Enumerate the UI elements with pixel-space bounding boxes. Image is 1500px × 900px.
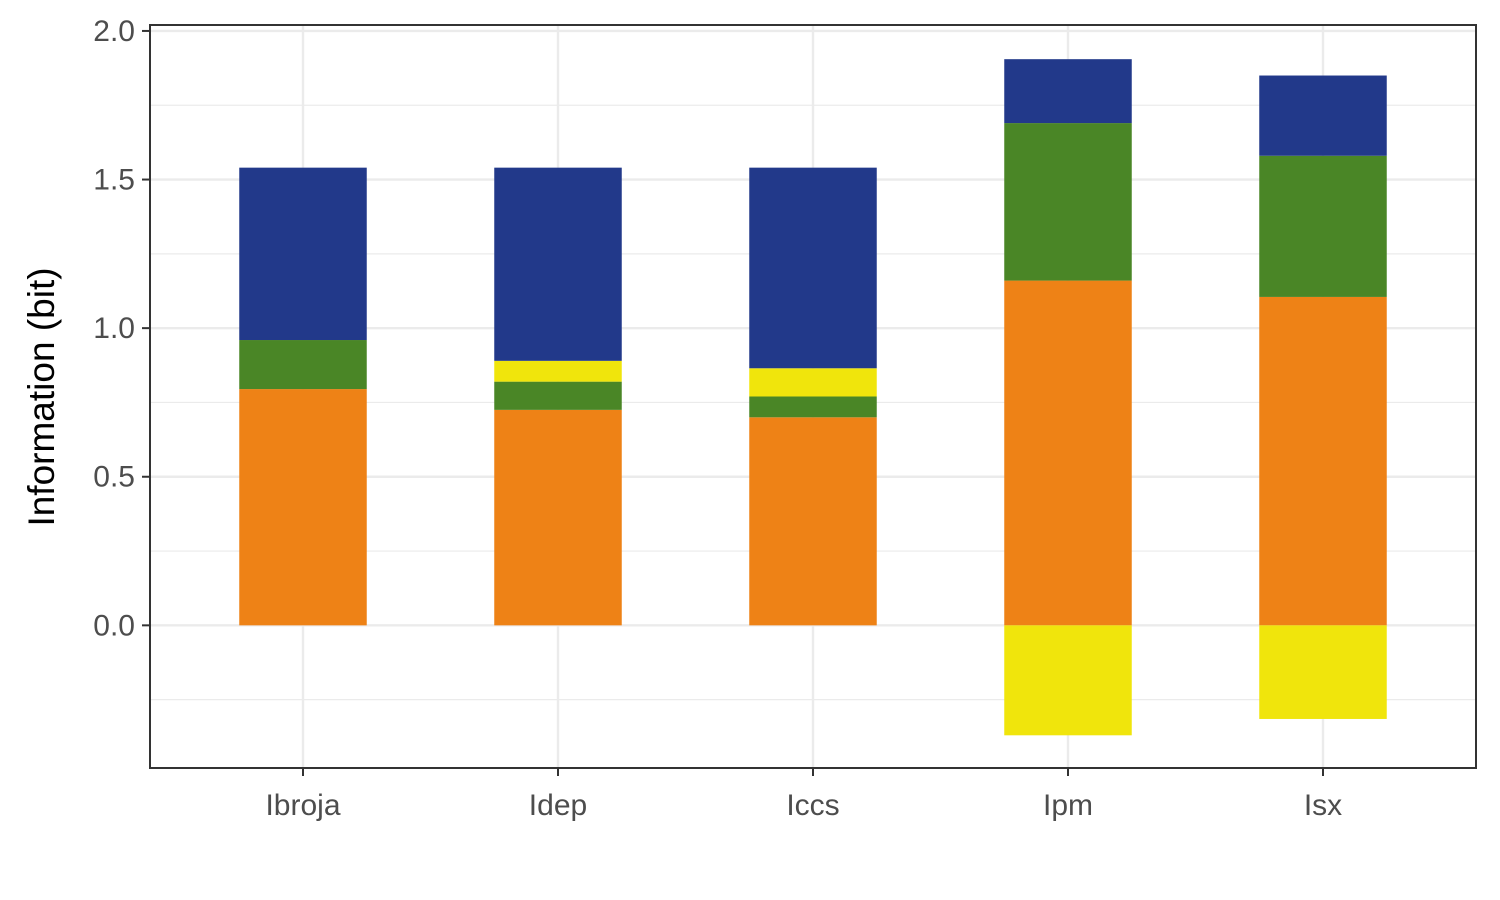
bar-segment bbox=[239, 389, 367, 626]
bar-segment bbox=[1259, 75, 1387, 156]
x-axis: Ibroja Idep Iccs Ipm Isx bbox=[265, 768, 1342, 822]
bar-segment bbox=[494, 360, 622, 382]
bar-segment bbox=[1259, 625, 1387, 719]
x-tick-label: Iccs bbox=[786, 789, 839, 822]
y-tick-label: 0.0 bbox=[93, 609, 135, 642]
bar-segment bbox=[494, 409, 622, 626]
bar-segment bbox=[1004, 123, 1132, 281]
bar-segment bbox=[749, 396, 877, 418]
y-tick-label: 2.0 bbox=[93, 15, 135, 48]
y-tick-label: 1.0 bbox=[93, 312, 135, 345]
bar-segment bbox=[1004, 625, 1132, 736]
y-axis: 0.0 0.5 1.0 1.5 2.0 bbox=[93, 15, 150, 642]
y-tick-label: 0.5 bbox=[93, 461, 135, 494]
bar-segment bbox=[239, 340, 367, 390]
y-axis-title: Information (bit) bbox=[21, 267, 62, 526]
x-tick-label: Ipm bbox=[1043, 789, 1093, 822]
y-tick-label: 1.5 bbox=[93, 164, 135, 197]
x-tick-label: Ibroja bbox=[265, 789, 340, 822]
bar-segment bbox=[1004, 59, 1132, 124]
x-tick-label: Isx bbox=[1304, 789, 1342, 822]
bar-segment bbox=[1004, 280, 1132, 626]
bars bbox=[239, 59, 1387, 736]
bar-segment bbox=[239, 167, 367, 341]
bar-segment bbox=[749, 368, 877, 397]
bar-segment bbox=[1259, 296, 1387, 626]
bar-segment bbox=[494, 381, 622, 410]
bar-segment bbox=[749, 417, 877, 626]
x-tick-label: Idep bbox=[529, 789, 587, 822]
bar-segment bbox=[749, 167, 877, 369]
bar-segment bbox=[1259, 155, 1387, 297]
bar-segment bbox=[494, 167, 622, 361]
